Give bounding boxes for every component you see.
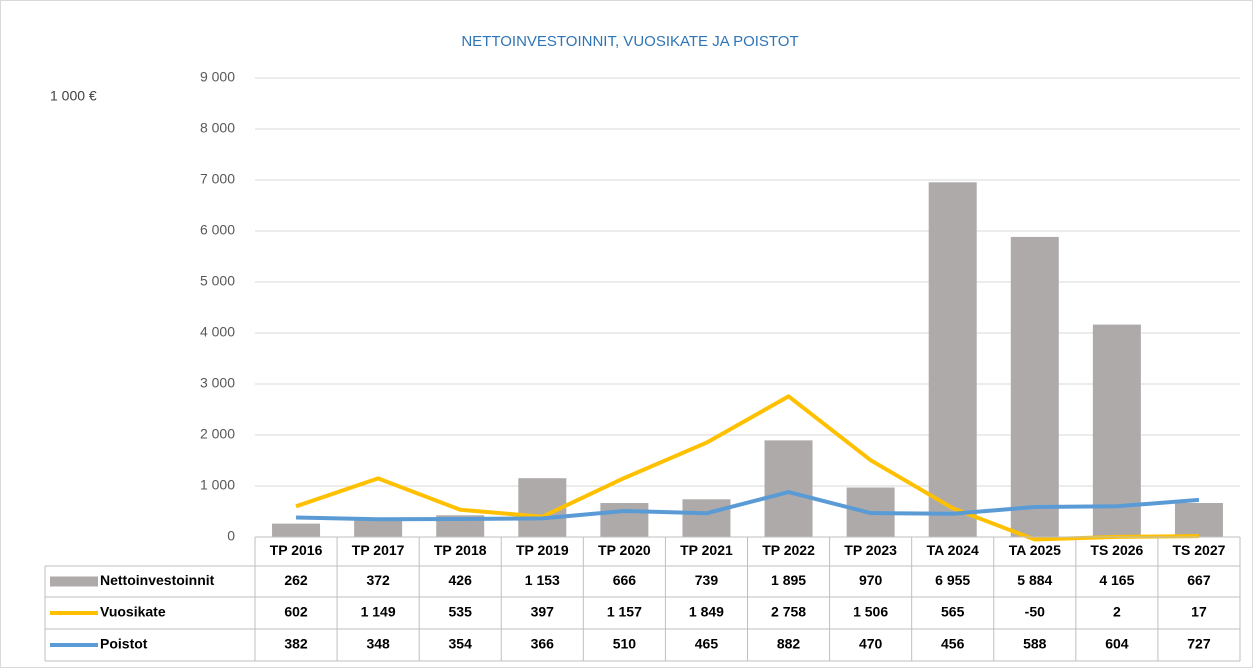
bar xyxy=(764,440,813,537)
y-tick-label: 8 000 xyxy=(200,120,235,136)
bar xyxy=(600,503,649,537)
y-tick-label: 6 000 xyxy=(200,222,235,238)
y-tick-label: 2 000 xyxy=(200,426,235,442)
legend-label: Poistot xyxy=(100,636,148,652)
y-tick-label: 4 000 xyxy=(200,324,235,340)
y-tick-label: 3 000 xyxy=(200,375,235,391)
x-tick-label: TP 2020 xyxy=(598,542,651,558)
table-value: 262 xyxy=(284,572,308,588)
table-value: 970 xyxy=(859,572,883,588)
legend-label: Nettoinvestoinnit xyxy=(100,572,215,588)
table-value: 1 153 xyxy=(525,572,560,588)
x-tick-label: TA 2025 xyxy=(1009,542,1061,558)
table-value: 354 xyxy=(449,636,473,652)
table-value: 1 149 xyxy=(361,604,396,620)
table-value: 604 xyxy=(1105,636,1129,652)
table-value: 1 849 xyxy=(689,604,724,620)
legend-label: Vuosikate xyxy=(100,604,166,620)
table-value: 397 xyxy=(531,604,555,620)
x-tick-label: TP 2022 xyxy=(762,542,815,558)
x-tick-label: TS 2027 xyxy=(1172,542,1225,558)
table-value: 2 758 xyxy=(771,604,806,620)
x-tick-label: TS 2026 xyxy=(1090,542,1143,558)
table-value: 465 xyxy=(695,636,719,652)
table-value: 727 xyxy=(1187,636,1211,652)
y-tick-label: 7 000 xyxy=(200,171,235,187)
table-value: 602 xyxy=(284,604,308,620)
table-value: 366 xyxy=(531,636,555,652)
table-value: 882 xyxy=(777,636,801,652)
y-axis-label: 1 000 € xyxy=(50,88,97,104)
bar xyxy=(354,518,403,537)
table-value: 588 xyxy=(1023,636,1047,652)
table-value: 17 xyxy=(1191,604,1207,620)
x-tick-label: TP 2017 xyxy=(352,542,405,558)
x-tick-label: TP 2021 xyxy=(680,542,733,558)
table-value: 666 xyxy=(613,572,637,588)
table-value: 456 xyxy=(941,636,965,652)
y-tick-label: 9 000 xyxy=(200,69,235,85)
table-value: 426 xyxy=(449,572,473,588)
table-value: 1 895 xyxy=(771,572,806,588)
table-value: 535 xyxy=(449,604,473,620)
table-value: 2 xyxy=(1113,604,1121,620)
y-tick-label: 1 000 xyxy=(200,477,235,493)
table-value: 667 xyxy=(1187,572,1211,588)
table-value: 510 xyxy=(613,636,637,652)
table-value: 1 506 xyxy=(853,604,888,620)
table-value: 5 884 xyxy=(1017,572,1052,588)
x-tick-label: TP 2023 xyxy=(844,542,897,558)
table-value: 382 xyxy=(284,636,308,652)
chart-title: NETTOINVESTOINNIT, VUOSIKATE JA POISTOT xyxy=(461,33,798,50)
x-tick-label: TP 2019 xyxy=(516,542,569,558)
y-tick-label: 0 xyxy=(227,528,235,544)
table-value: 1 157 xyxy=(607,604,642,620)
bar xyxy=(1092,324,1141,537)
x-tick-label: TP 2016 xyxy=(270,542,323,558)
y-tick-label: 5 000 xyxy=(200,273,235,289)
table-value: -50 xyxy=(1025,604,1045,620)
x-tick-label: TA 2024 xyxy=(927,542,979,558)
bar xyxy=(928,182,977,538)
table-value: 348 xyxy=(366,636,390,652)
table-value: 6 955 xyxy=(935,572,970,588)
table-value: 739 xyxy=(695,572,719,588)
table-value: 565 xyxy=(941,604,965,620)
line-series xyxy=(295,490,1200,522)
bar xyxy=(1174,502,1223,537)
x-tick-label: TP 2018 xyxy=(434,542,487,558)
table-value: 372 xyxy=(366,572,390,588)
table-value: 470 xyxy=(859,636,883,652)
table-value: 4 165 xyxy=(1099,572,1134,588)
bar xyxy=(682,499,731,537)
bar xyxy=(272,523,321,537)
legend-key xyxy=(50,576,98,587)
line-series xyxy=(295,394,1199,542)
bar xyxy=(1010,236,1059,537)
